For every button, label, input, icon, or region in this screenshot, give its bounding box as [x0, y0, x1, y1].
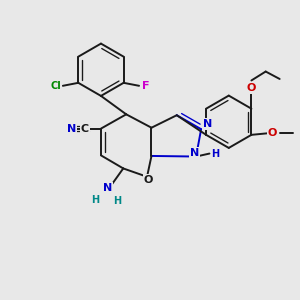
- Text: H: H: [91, 195, 99, 205]
- Text: C: C: [80, 124, 89, 134]
- Text: N: N: [103, 183, 112, 193]
- Text: H: H: [211, 148, 220, 159]
- Text: O: O: [268, 128, 277, 138]
- Text: N: N: [190, 148, 199, 158]
- Text: O: O: [144, 175, 153, 185]
- Text: F: F: [142, 81, 149, 91]
- Text: H: H: [113, 196, 122, 206]
- Text: N: N: [67, 124, 76, 134]
- Text: Cl: Cl: [50, 81, 61, 91]
- Text: N: N: [203, 119, 212, 129]
- Text: O: O: [247, 83, 256, 93]
